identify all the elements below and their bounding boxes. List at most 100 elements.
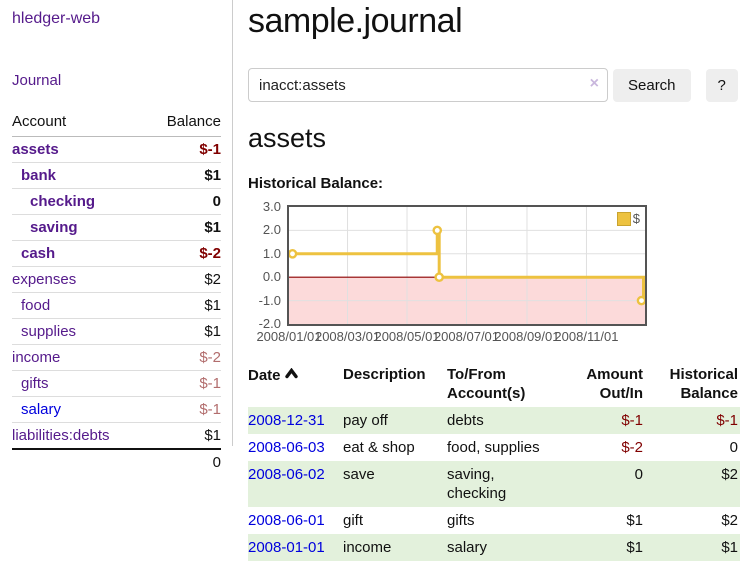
register-date-link[interactable]: 2008-06-02	[248, 466, 325, 483]
search-input[interactable]	[248, 68, 608, 102]
account-link-salary[interactable]: salary	[21, 401, 62, 418]
chart-plot-area[interactable]: $	[287, 205, 647, 326]
register-balance-cell: 0	[729, 439, 738, 456]
search-form: × Search ?	[248, 68, 738, 102]
account-link-gifts[interactable]: gifts	[21, 375, 49, 392]
account-balance: $-2	[199, 349, 221, 366]
account-balance: $-1	[199, 141, 221, 158]
accounts-total-value: 0	[212, 454, 221, 471]
account-balance: $1	[204, 323, 221, 340]
register-amount-cell: $-2	[621, 439, 643, 456]
chart-legend: $	[614, 210, 642, 227]
clear-search-icon[interactable]: ×	[589, 75, 599, 92]
account-row: supplies $1	[12, 319, 221, 345]
account-balance: 0	[212, 193, 221, 210]
accounts-rows: assets $-1 bank $1 checking 0 saving $1 cash $-2 e…	[12, 137, 221, 450]
table-row: 2008-01-01 income salary $1 $1	[248, 534, 740, 561]
register-accounts-cell: food, supplies	[447, 439, 540, 456]
account-link-liabilities-debts[interactable]: liabilities:debts	[12, 427, 110, 444]
column-header-accounts: To/From Account(s)	[447, 366, 526, 402]
register-amount-cell: 0	[634, 466, 643, 483]
accounts-header-account: Account	[12, 113, 67, 130]
account-link-assets[interactable]: assets	[12, 141, 59, 158]
account-balance: $-2	[199, 245, 221, 262]
register-date-link[interactable]: 2008-12-31	[248, 412, 325, 429]
account-link-expenses[interactable]: expenses	[12, 271, 77, 288]
chart-title: Historical Balance:	[248, 175, 384, 192]
historical-balance-chart: 3.0 2.0 1.0 0.0 -1.0 -2.0 $ 2008/01/01 2008/03…	[248, 199, 738, 347]
sidebar-item-journal[interactable]: Journal	[12, 72, 62, 89]
account-link-food[interactable]: food	[21, 297, 51, 314]
help-button[interactable]: ?	[705, 68, 738, 102]
register-amount-cell: $1	[626, 512, 643, 529]
register-balance-cell: $2	[721, 466, 738, 483]
register-balance-cell: $1	[721, 539, 738, 556]
x-axis-tick-label: 2008/03/01	[314, 329, 381, 344]
register-date-link[interactable]: 2008-06-03	[248, 439, 325, 456]
account-balance: $1	[204, 427, 221, 444]
account-row: expenses $2	[12, 267, 221, 293]
table-row: 2008-06-01 gift gifts $1 $2	[248, 507, 740, 534]
register-description-cell: pay off	[343, 412, 388, 429]
account-link-cash[interactable]: cash	[21, 245, 56, 262]
x-axis-tick-label: 2008/07/01	[433, 329, 500, 344]
column-header-description: Description	[343, 366, 426, 383]
register-amount-cell: $1	[626, 539, 643, 556]
table-row: 2008-12-31 pay off debts $-1 $-1	[248, 407, 740, 434]
chart-canvas	[287, 207, 647, 324]
register-accounts-cell: gifts	[447, 512, 475, 529]
y-axis-tick-label: 3.0	[262, 199, 281, 214]
account-balance: $-1	[199, 375, 221, 392]
y-axis-tick-label: 1.0	[262, 245, 281, 261]
column-header-amount: Amount Out/In	[586, 366, 643, 402]
account-link-bank[interactable]: bank	[21, 167, 57, 184]
x-axis-tick-label: 2008/05/01	[374, 329, 440, 344]
register-date-cell: 2008-06-03	[248, 434, 343, 461]
accounts-total-row: 0	[12, 450, 221, 475]
register-date-cell: 2008-06-02	[248, 461, 343, 507]
account-balance: $1	[204, 219, 221, 236]
y-axis-tick-label: -2.0	[258, 316, 281, 331]
x-axis-tick-label: 2008/09/01	[494, 329, 560, 344]
column-header-date-label: Date	[248, 367, 281, 384]
account-link-checking[interactable]: checking	[30, 193, 96, 210]
register-accounts-cell: debts	[447, 412, 484, 429]
page-title: sample.journal	[248, 2, 463, 40]
x-axis-tick-label: 2008/01/01	[256, 329, 322, 344]
register-balance-cell: $2	[721, 512, 738, 529]
y-axis-tick-label: 0.0	[262, 269, 281, 285]
column-header-date[interactable]: Date	[248, 361, 343, 407]
register-description-cell: income	[343, 539, 392, 556]
account-link-supplies[interactable]: supplies	[21, 323, 77, 340]
account-balance: $2	[204, 271, 221, 288]
register-amount-cell: $-1	[621, 412, 643, 429]
account-row: salary $-1	[12, 397, 221, 423]
accounts-header-balance: Balance	[166, 113, 221, 130]
search-box: ×	[248, 68, 608, 102]
table-row: 2008-06-03 eat & shop food, supplies $-2 0	[248, 434, 740, 461]
account-balance: $1	[204, 167, 221, 184]
accounts-table-header: Account Balance	[12, 109, 221, 137]
account-row: assets $-1	[12, 137, 221, 163]
register-date-link[interactable]: 2008-06-01	[248, 512, 325, 529]
register-rows: 2008-12-31 pay off debts $-1 $-1 2008-06-03 ea…	[248, 407, 740, 561]
register-balance-cell: $-1	[716, 412, 738, 429]
account-link-saving[interactable]: saving	[30, 219, 78, 236]
account-row: gifts $-1	[12, 371, 221, 397]
accounts-table: Account Balance assets $-1 bank $1 checking 0…	[12, 109, 221, 475]
account-row: food $1	[12, 293, 221, 319]
search-button[interactable]: Search	[613, 68, 691, 102]
account-row: bank $1	[12, 163, 221, 189]
register-description-cell: save	[343, 466, 375, 483]
register-date-cell: 2008-01-01	[248, 534, 343, 561]
y-axis-tick-label: 2.0	[262, 222, 281, 238]
table-row: 2008-06-02 save saving, checking 0 $2	[248, 461, 740, 507]
account-balance: $-1	[199, 401, 221, 418]
account-row: saving $1	[12, 215, 221, 241]
register-date-cell: 2008-06-01	[248, 507, 343, 534]
account-balance: $1	[204, 297, 221, 314]
account-row: cash $-2	[12, 241, 221, 267]
register-date-link[interactable]: 2008-01-01	[248, 539, 325, 556]
account-link-income[interactable]: income	[12, 349, 61, 366]
brand-link[interactable]: hledger-web	[12, 10, 101, 27]
